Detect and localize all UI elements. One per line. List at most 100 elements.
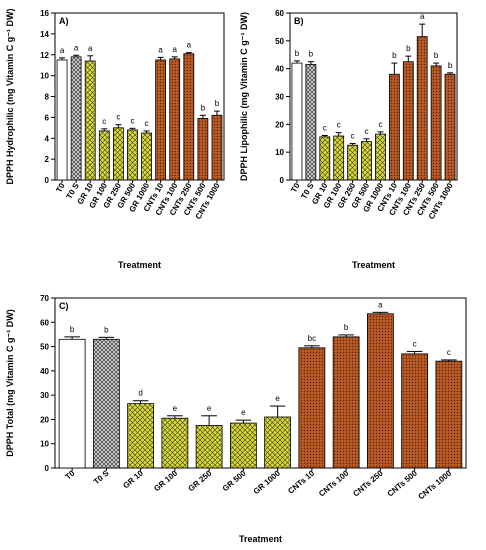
bar — [305, 64, 317, 181]
y-tick-label: 14 — [40, 30, 49, 39]
bar — [141, 132, 152, 181]
significance-letter: a — [420, 12, 425, 21]
panel-label: A) — [59, 16, 69, 26]
bar — [298, 347, 326, 469]
x-tick-label: T0 S — [92, 468, 111, 486]
plot-frame — [54, 297, 467, 469]
bar — [402, 61, 414, 181]
y-tick-label: 0 — [45, 464, 50, 473]
significance-letter: b — [70, 325, 75, 334]
y-tick-label: 4 — [45, 134, 50, 143]
bar — [211, 114, 223, 181]
significance-letter: c — [413, 339, 417, 348]
x-axis-label: Treatment — [239, 534, 282, 544]
y-tick-label: 40 — [40, 367, 49, 376]
significance-letter: bc — [308, 334, 316, 343]
x-tick-label: GR 500 — [221, 468, 248, 493]
bar — [112, 127, 124, 181]
significance-letter: c — [130, 116, 134, 125]
significance-letter: c — [102, 117, 106, 126]
bar — [161, 417, 189, 469]
bar — [435, 360, 463, 469]
significance-letter: a — [74, 43, 79, 52]
bar — [264, 416, 292, 469]
significance-letter: a — [88, 44, 93, 53]
y-tick-label: 20 — [275, 120, 284, 129]
y-tick-label: 50 — [40, 343, 49, 352]
y-tick-label: 10 — [40, 440, 49, 449]
bar — [375, 133, 386, 181]
significance-letter: b — [434, 51, 439, 60]
y-tick-label: 20 — [40, 415, 49, 424]
y-axis-label: DPPH Hydrophilic (mg Vitamin C g⁻¹ DW) — [5, 8, 15, 184]
bar — [56, 59, 68, 181]
x-tick-label: T0 — [289, 181, 302, 194]
x-tick-label: GR 1000 — [252, 468, 283, 496]
bar — [58, 338, 86, 469]
significance-letter: a — [172, 45, 177, 54]
bar — [84, 60, 96, 181]
significance-letter: d — [138, 389, 142, 398]
significance-letter: b — [309, 50, 314, 59]
x-tick-label: GR 10 — [121, 468, 145, 490]
x-tick-label: T0 — [54, 181, 67, 194]
significance-letter: e — [275, 394, 280, 403]
x-tick-label: CNTs 250 — [351, 468, 385, 498]
x-tick-label: CNTs 10 — [286, 468, 316, 495]
bar — [416, 36, 428, 181]
y-tick-label: 60 — [40, 318, 49, 327]
significance-letter: b — [201, 103, 206, 112]
significance-letter: e — [241, 408, 246, 417]
y-tick-label: 30 — [40, 391, 49, 400]
panel-label: B) — [294, 16, 304, 26]
y-tick-label: 30 — [275, 93, 284, 102]
y-tick-label: 10 — [40, 72, 49, 81]
bar — [388, 73, 400, 181]
significance-letter: c — [351, 132, 355, 141]
x-tick-label: CNTs 100 — [317, 468, 351, 498]
y-tick-label: 0 — [280, 176, 285, 185]
bar — [361, 141, 372, 181]
bar — [92, 338, 120, 469]
x-tick-label: CNTs 1000 — [416, 468, 453, 501]
y-tick-label: 2 — [45, 155, 50, 164]
panel-label: C) — [59, 301, 69, 311]
significance-letter: b — [344, 323, 349, 332]
y-tick-label: 60 — [275, 9, 284, 18]
bar — [127, 129, 138, 181]
significance-letter: b — [104, 325, 109, 334]
x-tick-label: CNTs 500 — [386, 468, 420, 498]
significance-letter: a — [378, 300, 383, 309]
bar — [347, 144, 359, 181]
significance-letter: a — [60, 46, 65, 55]
bar — [366, 313, 394, 469]
bar — [332, 336, 360, 469]
significance-letter: c — [323, 123, 327, 132]
bar — [183, 53, 195, 181]
y-tick-label: 0 — [45, 176, 50, 185]
bar — [401, 353, 429, 469]
significance-letter: c — [378, 120, 382, 129]
significance-letter: b — [448, 61, 453, 70]
y-tick-label: 16 — [40, 9, 49, 18]
significance-letter: e — [173, 404, 178, 413]
significance-letter: a — [187, 41, 192, 50]
y-tick-label: 6 — [45, 113, 50, 122]
x-tick-label: GR 100 — [152, 468, 179, 493]
significance-letter: c — [116, 113, 120, 122]
y-axis-label: DPPH Lipophilic (mg Vitamin C g⁻¹ DW) — [239, 12, 249, 181]
bar — [444, 73, 456, 181]
bar — [197, 118, 209, 181]
y-tick-label: 10 — [275, 148, 284, 157]
x-axis-label: Treatment — [118, 260, 161, 270]
x-axis-label: Treatment — [352, 260, 395, 270]
bar — [229, 422, 257, 469]
bar — [98, 130, 110, 181]
bar — [319, 136, 331, 181]
bar — [127, 403, 155, 469]
bar — [430, 65, 442, 181]
bar — [333, 135, 345, 181]
significance-letter: c — [145, 119, 149, 128]
